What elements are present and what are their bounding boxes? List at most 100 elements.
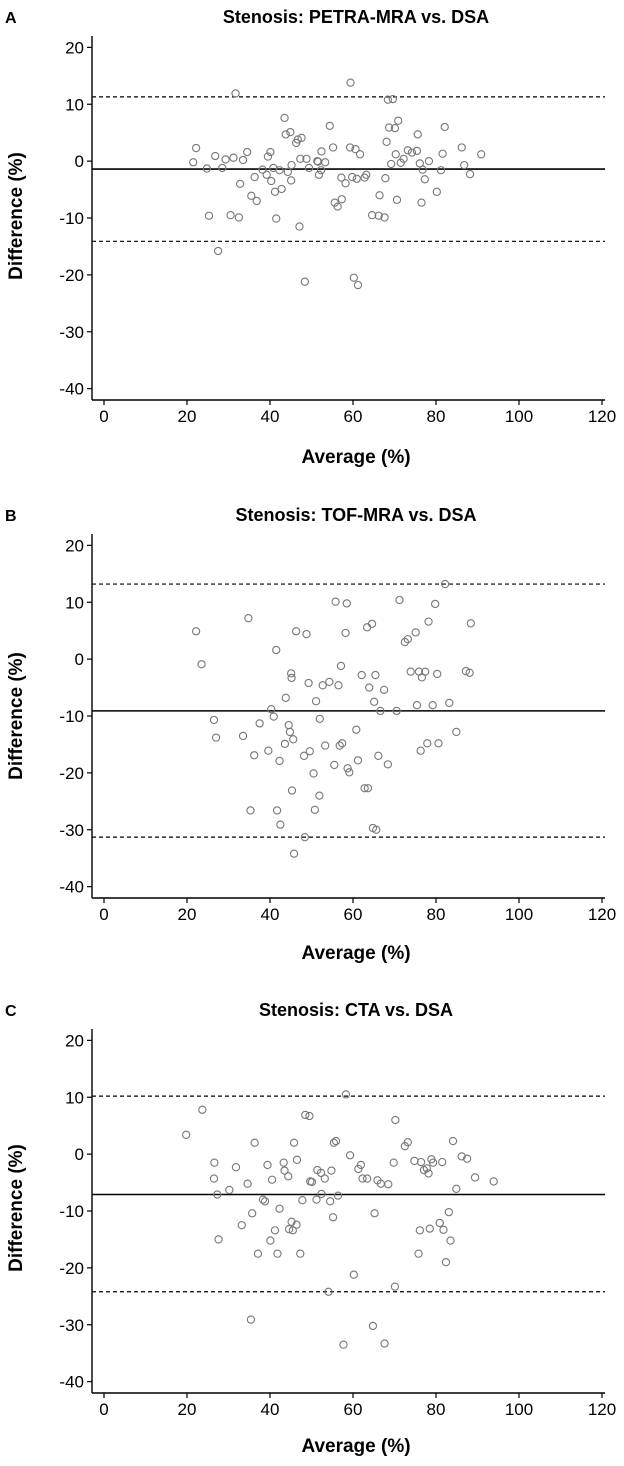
data-point bbox=[288, 1226, 297, 1235]
data-point bbox=[440, 579, 450, 589]
data-point bbox=[413, 130, 422, 139]
data-point bbox=[214, 1235, 223, 1244]
y-tick-label: 0 bbox=[75, 1145, 84, 1164]
data-point bbox=[423, 739, 432, 748]
data-point bbox=[275, 1204, 284, 1213]
data-point bbox=[341, 628, 350, 638]
data-point bbox=[346, 78, 355, 87]
data-point bbox=[343, 764, 352, 773]
data-point bbox=[296, 154, 305, 163]
data-point bbox=[394, 116, 403, 125]
data-point bbox=[417, 198, 426, 207]
data-point bbox=[380, 1339, 389, 1348]
x-tick-label: 0 bbox=[99, 905, 108, 924]
data-point bbox=[191, 143, 201, 153]
y-tick-label: 20 bbox=[65, 38, 84, 57]
data-point bbox=[345, 1151, 355, 1160]
data-point bbox=[457, 143, 466, 152]
data-point bbox=[315, 791, 324, 800]
x-tick-label: 120 bbox=[588, 1400, 616, 1419]
data-point bbox=[311, 697, 321, 706]
data-point bbox=[349, 1270, 358, 1279]
data-point bbox=[337, 173, 346, 182]
data-point bbox=[292, 1220, 301, 1229]
data-point bbox=[235, 179, 245, 189]
data-point bbox=[289, 1138, 299, 1147]
data-point bbox=[367, 619, 377, 629]
data-point bbox=[440, 122, 449, 132]
data-point bbox=[317, 147, 326, 156]
data-point bbox=[301, 1110, 310, 1120]
panel-c: C Stenosis: CTA vs. DSA Difference (%) A… bbox=[5, 1000, 616, 1457]
data-point bbox=[297, 133, 306, 142]
data-point bbox=[267, 705, 276, 714]
data-point bbox=[255, 719, 264, 728]
data-point bbox=[250, 751, 259, 760]
data-point bbox=[403, 1138, 412, 1147]
y-tick-label: 10 bbox=[65, 1088, 84, 1107]
data-point bbox=[435, 1218, 444, 1228]
data-point bbox=[392, 706, 401, 716]
data-point bbox=[370, 697, 379, 706]
data-point bbox=[267, 176, 276, 186]
data-point bbox=[416, 746, 425, 755]
data-point bbox=[243, 1179, 252, 1188]
data-point bbox=[395, 595, 404, 605]
y-tick-label: 0 bbox=[75, 152, 84, 171]
data-point bbox=[202, 164, 212, 173]
data-point bbox=[372, 825, 381, 834]
x-tick-label: 40 bbox=[261, 407, 280, 426]
data-point bbox=[238, 731, 248, 741]
data-point bbox=[231, 1163, 241, 1172]
data-point bbox=[428, 701, 437, 710]
data-point bbox=[375, 191, 384, 200]
data-point bbox=[210, 1158, 219, 1167]
data-point bbox=[384, 123, 394, 132]
data-point bbox=[276, 820, 285, 829]
x-tick-label: 60 bbox=[344, 1400, 363, 1419]
data-point bbox=[309, 769, 318, 778]
data-point bbox=[334, 681, 343, 690]
x-tick-label: 60 bbox=[344, 407, 363, 426]
panel-c-title: Stenosis: CTA vs. DSA bbox=[259, 1000, 453, 1020]
data-point bbox=[367, 211, 377, 220]
panel-b-xlabel: Average (%) bbox=[301, 943, 410, 964]
data-point bbox=[264, 746, 273, 755]
data-point bbox=[300, 277, 310, 286]
data-point bbox=[353, 756, 363, 765]
data-point bbox=[280, 113, 289, 123]
data-point bbox=[248, 1209, 257, 1218]
data-point bbox=[448, 1136, 458, 1146]
data-point bbox=[331, 1136, 341, 1146]
data-point bbox=[295, 222, 304, 231]
data-point bbox=[428, 1158, 438, 1167]
data-point bbox=[310, 805, 319, 814]
data-point bbox=[331, 597, 340, 606]
data-point bbox=[446, 1236, 455, 1245]
data-point bbox=[390, 123, 400, 133]
data-point bbox=[325, 677, 334, 687]
data-point bbox=[284, 720, 293, 730]
y-tick-label: -20 bbox=[59, 1259, 84, 1278]
panel-a-xlabel: Average (%) bbox=[301, 447, 410, 468]
data-point bbox=[352, 725, 361, 734]
data-point bbox=[250, 1138, 259, 1147]
data-point bbox=[284, 1225, 294, 1234]
data-point bbox=[225, 1185, 234, 1195]
panel-b-label: B bbox=[5, 508, 17, 525]
data-point bbox=[258, 1195, 268, 1204]
data-point bbox=[424, 617, 433, 626]
data-point bbox=[390, 1282, 400, 1291]
data-point bbox=[421, 667, 430, 676]
data-point bbox=[465, 170, 475, 179]
data-point bbox=[273, 1249, 282, 1258]
data-point bbox=[411, 628, 420, 637]
panel-c-label: C bbox=[5, 1003, 17, 1020]
data-point bbox=[412, 146, 422, 156]
data-point bbox=[218, 163, 227, 173]
data-point bbox=[213, 246, 223, 256]
data-point bbox=[415, 1226, 424, 1235]
data-point bbox=[277, 184, 286, 194]
data-point bbox=[266, 1236, 275, 1245]
